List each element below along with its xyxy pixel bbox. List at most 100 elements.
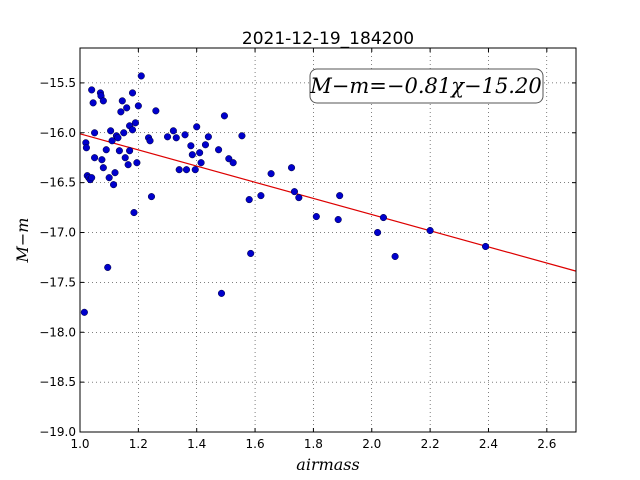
y-tick-label: −17.5 <box>39 275 76 289</box>
x-tick-label: 1.0 <box>70 437 89 451</box>
data-point <box>312 213 320 221</box>
data-point <box>105 174 113 182</box>
data-point <box>128 89 137 97</box>
data-point <box>336 192 344 200</box>
x-tick-label: 2.2 <box>421 437 440 451</box>
data-point <box>102 146 110 154</box>
fit-annotation-box <box>309 68 544 104</box>
fit-annotation: M−m=−0.81χ−15.20 <box>309 68 544 104</box>
data-point <box>257 192 265 200</box>
data-point <box>267 170 275 178</box>
data-point <box>187 142 195 150</box>
x-tick-label: 2.0 <box>362 437 381 451</box>
data-point <box>217 289 226 297</box>
data-point <box>80 308 88 316</box>
data-point <box>374 228 382 237</box>
data-point <box>182 166 191 174</box>
data-point <box>379 214 387 222</box>
data-point <box>175 166 183 174</box>
data-point <box>152 107 160 115</box>
chart-title: 2021-12-19_184200 <box>242 29 414 49</box>
data-point <box>482 242 490 251</box>
data-point <box>204 133 212 141</box>
x-axis-label: airmass <box>296 455 359 474</box>
data-point <box>89 99 97 107</box>
plot-frame <box>79 47 577 433</box>
data-point <box>104 263 112 271</box>
fit-annotation-text: M−m=−0.81χ−15.20 <box>309 74 541 98</box>
data-point <box>426 226 434 235</box>
data-point <box>225 155 233 163</box>
data-point <box>290 188 298 196</box>
data-point <box>110 181 118 189</box>
data-point <box>334 216 342 224</box>
data-point <box>287 164 296 172</box>
data-point <box>111 169 119 177</box>
data-point <box>88 86 96 94</box>
data-point <box>107 127 115 135</box>
data-point <box>121 154 129 162</box>
data-point <box>197 159 205 167</box>
data-point <box>245 196 253 204</box>
data-point <box>163 133 172 141</box>
data-point <box>191 166 199 174</box>
points-layer <box>80 72 490 316</box>
ticks-layer: 1.0 1.2 1.4 1.6 1.8 2.0 2.2 2.4 2.6 −15.5 −16.0 −16… <box>39 48 576 451</box>
data-point <box>91 129 99 137</box>
y-tick-label: −17.0 <box>39 226 76 240</box>
data-point <box>115 147 123 155</box>
y-axis-label: M−m <box>13 218 32 264</box>
data-point <box>169 127 177 135</box>
x-tick-label: 1.8 <box>304 437 323 451</box>
data-point <box>172 134 180 142</box>
data-point <box>124 161 132 169</box>
data-point <box>188 151 196 159</box>
data-point <box>99 164 107 172</box>
data-point <box>123 104 131 112</box>
data-point <box>91 154 99 162</box>
data-point <box>120 129 128 137</box>
data-point <box>146 137 154 145</box>
fit-line <box>79 133 577 272</box>
y-tick-label: −19.0 <box>39 425 76 439</box>
data-point <box>114 134 122 142</box>
data-point <box>118 97 126 105</box>
y-tick-label: −18.5 <box>39 375 76 389</box>
data-point <box>82 144 90 152</box>
data-point <box>181 131 189 139</box>
data-point <box>238 132 246 140</box>
data-point <box>130 209 138 217</box>
data-point <box>88 174 96 182</box>
data-point <box>295 194 303 202</box>
data-point <box>117 108 125 116</box>
x-tick-label: 2.4 <box>479 437 498 451</box>
x-tick-label: 1.6 <box>246 437 265 451</box>
data-point <box>220 112 228 120</box>
data-point <box>98 156 106 164</box>
y-tick-label: −18.0 <box>39 325 76 339</box>
data-point <box>147 193 156 201</box>
data-point <box>126 147 134 155</box>
x-tick-label: 2.6 <box>537 437 556 451</box>
data-point <box>134 102 142 110</box>
data-point <box>99 97 107 105</box>
data-point <box>108 137 116 145</box>
x-tick-label: 1.4 <box>187 437 206 451</box>
fit-layer <box>79 133 577 272</box>
y-tick-label: −16.0 <box>39 126 76 140</box>
data-point <box>215 146 223 154</box>
data-point <box>391 252 399 261</box>
data-point <box>131 119 139 127</box>
data-point <box>193 123 201 131</box>
grid-layer <box>79 48 576 433</box>
data-point <box>229 159 237 167</box>
y-tick-label: −16.5 <box>39 176 76 190</box>
y-tick-label: −15.5 <box>39 76 76 90</box>
data-point <box>247 249 255 258</box>
data-point <box>133 159 141 167</box>
data-point <box>128 126 137 134</box>
x-tick-label: 1.2 <box>129 437 148 451</box>
data-point <box>196 149 204 157</box>
data-point <box>137 72 145 80</box>
